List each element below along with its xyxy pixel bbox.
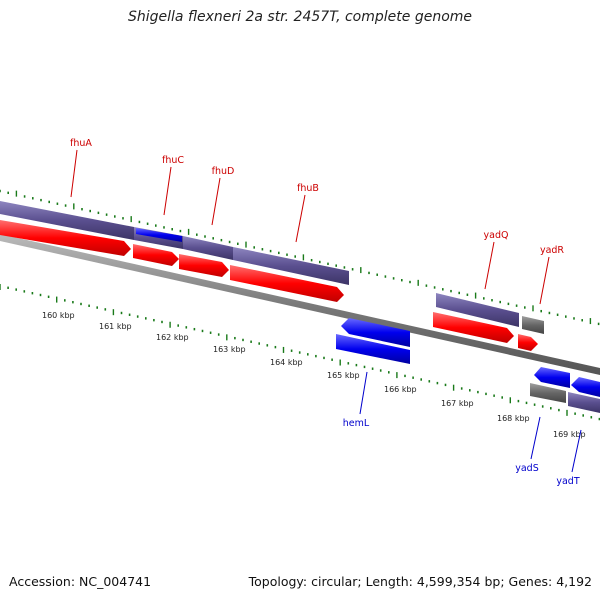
gene-bar-fhuB (233, 247, 349, 285)
leader-line-yadS (530, 416, 541, 460)
gene-label-fhuC[interactable]: fhuC (162, 155, 184, 166)
cds-bar-hemL (336, 334, 410, 364)
gene-bar-yadR (522, 316, 544, 334)
accession-text: Accession: NC_004741 (9, 574, 152, 589)
gene-label-yadS[interactable]: yadS (515, 463, 539, 474)
gene-label-yadT[interactable]: yadT (556, 476, 579, 487)
fhuC-overlay-bar (136, 228, 182, 242)
leader-line-fhuC (163, 166, 172, 216)
inner-tick-ring (0, 284, 600, 421)
cds-arrow-fhuB[interactable] (230, 265, 344, 302)
cds-arrow-yadQ[interactable] (433, 312, 514, 343)
gene-label-fhuA[interactable]: fhuA (70, 138, 92, 149)
gene-label-hemL[interactable]: hemL (343, 418, 370, 429)
leader-line-yadQ (484, 241, 495, 290)
forward-gene-labels: fhuA fhuC fhuD fhuB yadQ yadR (70, 138, 564, 305)
kbp-label: 162 kbp (156, 333, 189, 342)
kbp-label: 167 kbp (441, 399, 474, 408)
leader-line-fhuD (211, 177, 221, 226)
kbp-label: 168 kbp (497, 414, 530, 423)
gene-label-fhuD[interactable]: fhuD (212, 166, 235, 177)
gene-bar-yadT (568, 392, 600, 413)
map-title: Shigella flexneri 2a str. 2457T, complet… (127, 9, 473, 25)
kbp-label: 163 kbp (213, 345, 246, 354)
cds-arrow-fhuA[interactable] (0, 220, 131, 256)
cds-arrow-fhuC[interactable] (133, 244, 179, 266)
leader-line-yadT (571, 429, 582, 473)
kbp-label: 164 kbp (270, 358, 303, 367)
cds-arrow-fhuD[interactable] (179, 254, 229, 277)
gene-label-yadQ[interactable]: yadQ (484, 230, 509, 241)
gene-bar-yadQ (436, 293, 519, 327)
outer-tick-ring (0, 189, 600, 326)
cds-arrow-hemL[interactable] (341, 318, 410, 347)
backbone (0, 234, 600, 375)
kbp-scale-labels: 160 kbp 161 kbp 162 kbp 163 kbp 164 kbp 165 k… (42, 311, 586, 439)
kbp-label: 169 kbp (553, 430, 586, 439)
gene-bar-yadS (530, 383, 566, 403)
cds-arrow-yadR[interactable] (518, 334, 538, 351)
gene-bar-fhuD (183, 236, 233, 260)
kbp-label: 166 kbp (384, 385, 417, 394)
kbp-label: 165 kbp (327, 371, 360, 380)
gene-label-fhuB[interactable]: fhuB (297, 183, 319, 194)
kbp-label: 160 kbp (42, 311, 75, 320)
cds-arrow-yadS[interactable] (534, 367, 570, 388)
cds-arrow-yadT[interactable] (571, 377, 600, 397)
kbp-label: 161 kbp (99, 322, 132, 331)
leader-line-yadR (539, 256, 550, 305)
gene-bar-fhuA (0, 201, 134, 240)
gene-label-yadR[interactable]: yadR (540, 245, 564, 256)
leader-line-fhuB (295, 194, 306, 243)
leader-line-fhuA (70, 149, 78, 198)
leader-line-hemL (359, 371, 368, 415)
reverse-gene-labels: hemL yadS yadT (343, 371, 582, 487)
genome-stats-text: Topology: circular; Length: 4,599,354 bp… (248, 574, 592, 589)
